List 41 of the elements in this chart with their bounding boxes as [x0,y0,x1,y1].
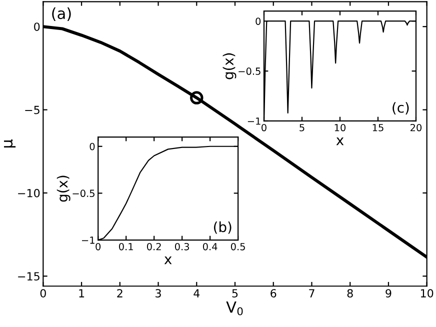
annotation: (c) [392,102,409,114]
x-tick-label: 5 [232,289,238,298]
y-tick-label: 0 [34,22,40,31]
x-axis-title: x [336,138,344,146]
y-axis-title: μ [4,139,16,148]
x-axis-title: x [164,256,172,264]
x-tick-label: 0 [40,289,46,298]
x-tick-label: 15 [372,124,384,132]
x-tick-label: 0 [96,242,101,250]
annotation: (b) [214,221,232,234]
x-tick-label: 0.1 [119,242,133,250]
x-tick-label: 6 [270,289,276,298]
annotation: (a) [52,7,71,21]
y-tick-label: −15 [18,272,40,281]
y-tick-label: −1 [248,118,260,125]
y-tick-label: −0.5 [72,190,94,198]
y-tick-label: 0 [256,18,261,25]
x-tick-label: 3 [156,289,161,298]
x-tick-label: 20 [410,124,422,132]
x-tick-label: 10 [334,124,346,132]
x-tick-label: 0.5 [230,242,245,250]
x-tick-label: 0.4 [202,242,218,250]
y-tick-label: −0.5 [238,68,260,75]
y-axis-title: g(x) [56,176,70,202]
x-tick-label: 2 [117,289,122,298]
x-axis-title: V$_{0}$ [226,302,243,316]
x-tick-label: 9 [386,289,392,298]
y-axis-title: g(x) [222,53,236,80]
x-tick-label: 10 [420,289,434,298]
x-tick-label: 8 [347,289,353,298]
y-tick-label: −5 [25,106,40,114]
y-tick-label: −10 [18,188,40,198]
x-tick-label: 0.3 [174,242,190,250]
y-tick-label: 0 [90,142,95,150]
x-tick-label: 4 [194,289,200,298]
x-tick-label: 1 [79,289,84,298]
y-tick-label: −1 [82,236,94,244]
x-tick-label: 5 [300,124,304,132]
x-tick-label: 7 [309,289,314,298]
x-tick-label: 0.2 [146,242,161,250]
x-tick-label: 0 [262,124,266,132]
